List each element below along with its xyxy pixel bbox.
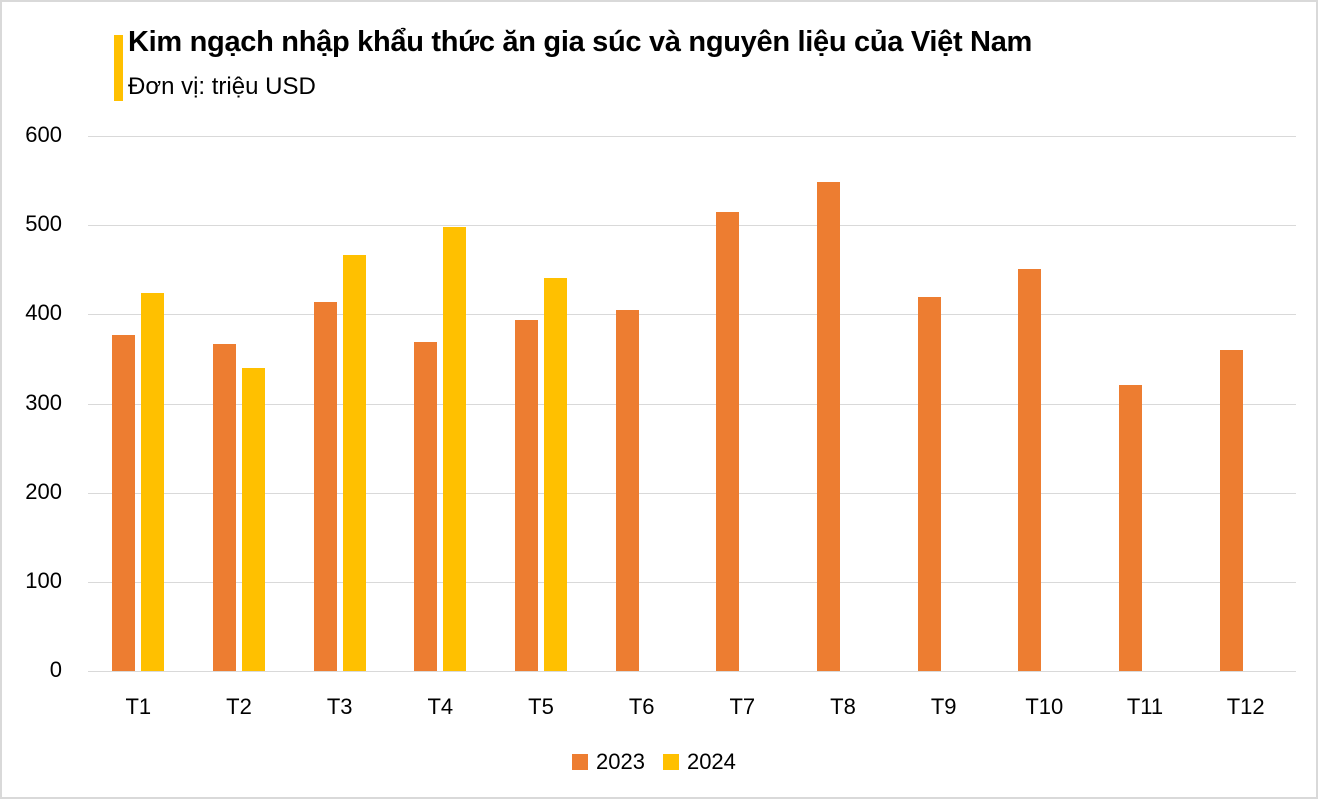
- y-tick-label: 200: [25, 478, 62, 504]
- x-tick-label: T8: [830, 694, 856, 719]
- bar-group-t7: [88, 136, 1296, 671]
- bar-2023-t11: [1119, 384, 1142, 671]
- bar-group-t1: [88, 136, 1296, 671]
- y-tick-label: 300: [25, 389, 62, 415]
- bar-2024-t2: [242, 367, 265, 671]
- gridline: [88, 671, 1296, 672]
- bar-2023-t4: [414, 341, 438, 671]
- bar-2023-t6: [615, 309, 639, 671]
- gridline: [88, 136, 1296, 137]
- x-tick-label: T2: [226, 694, 252, 719]
- bar-group-t9: [88, 136, 1296, 671]
- bar-2024-t3: [342, 254, 366, 671]
- bar-2023-t8: [817, 182, 840, 671]
- x-tick-label: T10: [1025, 694, 1064, 719]
- bar-group-t12: [88, 136, 1296, 671]
- bar-2023-t12: [1219, 350, 1243, 671]
- chart-subtitle: Đơn vị: triệu USD: [128, 73, 316, 100]
- x-tick-label: T4: [427, 694, 454, 719]
- bar-group-t6: [88, 136, 1296, 671]
- bar-2023-t9: [917, 297, 941, 671]
- plot-area: [88, 136, 1296, 672]
- x-tick-label: T7: [729, 694, 756, 719]
- bar-group-t10: [88, 136, 1296, 671]
- y-tick-label: 500: [25, 211, 62, 237]
- y-tick-label: 0: [49, 657, 62, 682]
- legend-label: 2023: [596, 749, 645, 774]
- x-tick-label: T6: [628, 694, 655, 719]
- bar-group-t3: [88, 136, 1296, 671]
- x-tick-label: T5: [528, 694, 554, 719]
- x-tick-label: T1: [125, 694, 152, 719]
- bar-group-t11: [88, 136, 1296, 671]
- x-tick-label: T9: [930, 694, 957, 719]
- x-tick-label: T12: [1226, 694, 1265, 719]
- bar-group-t8: [88, 136, 1296, 671]
- bar-2023-t5: [515, 319, 538, 671]
- legend: 2023 2024: [572, 749, 754, 775]
- bar-2023-t3: [313, 301, 337, 671]
- bar-group-t4: [88, 136, 1296, 671]
- gridline: [88, 492, 1296, 494]
- x-tick-label: T11: [1126, 694, 1164, 719]
- bar-2024-t4: [443, 226, 467, 671]
- bar-2023-t7: [716, 211, 740, 671]
- y-tick-label: 100: [25, 567, 62, 593]
- y-tick-label: 400: [25, 300, 62, 326]
- y-tick-label: 600: [25, 122, 62, 147]
- gridline: [88, 403, 1296, 405]
- bar-2023-t2: [213, 343, 236, 671]
- chart-title: Kim ngạch nhập khẩu thức ăn gia súc và n…: [128, 26, 1033, 58]
- bar-2024-t1: [141, 292, 165, 671]
- bar-2023-t1: [112, 334, 136, 671]
- gridline: [88, 225, 1296, 227]
- bar-2024-t5: [544, 277, 567, 671]
- gridline: [88, 314, 1296, 316]
- bar-group-t5: [88, 136, 1296, 671]
- bar-2023-t10: [1018, 268, 1042, 671]
- bar-group-t2: [88, 136, 1296, 671]
- legend-swatch-icon: [662, 754, 679, 770]
- legend-label: 2024: [686, 749, 736, 774]
- legend-item-2024: 2024: [662, 749, 736, 775]
- legend-item-2023: 2023: [572, 749, 645, 775]
- gridline: [88, 581, 1296, 583]
- legend-swatch-icon: [572, 754, 588, 770]
- title-accent-bar: [114, 35, 123, 101]
- x-tick-label: T3: [326, 694, 353, 719]
